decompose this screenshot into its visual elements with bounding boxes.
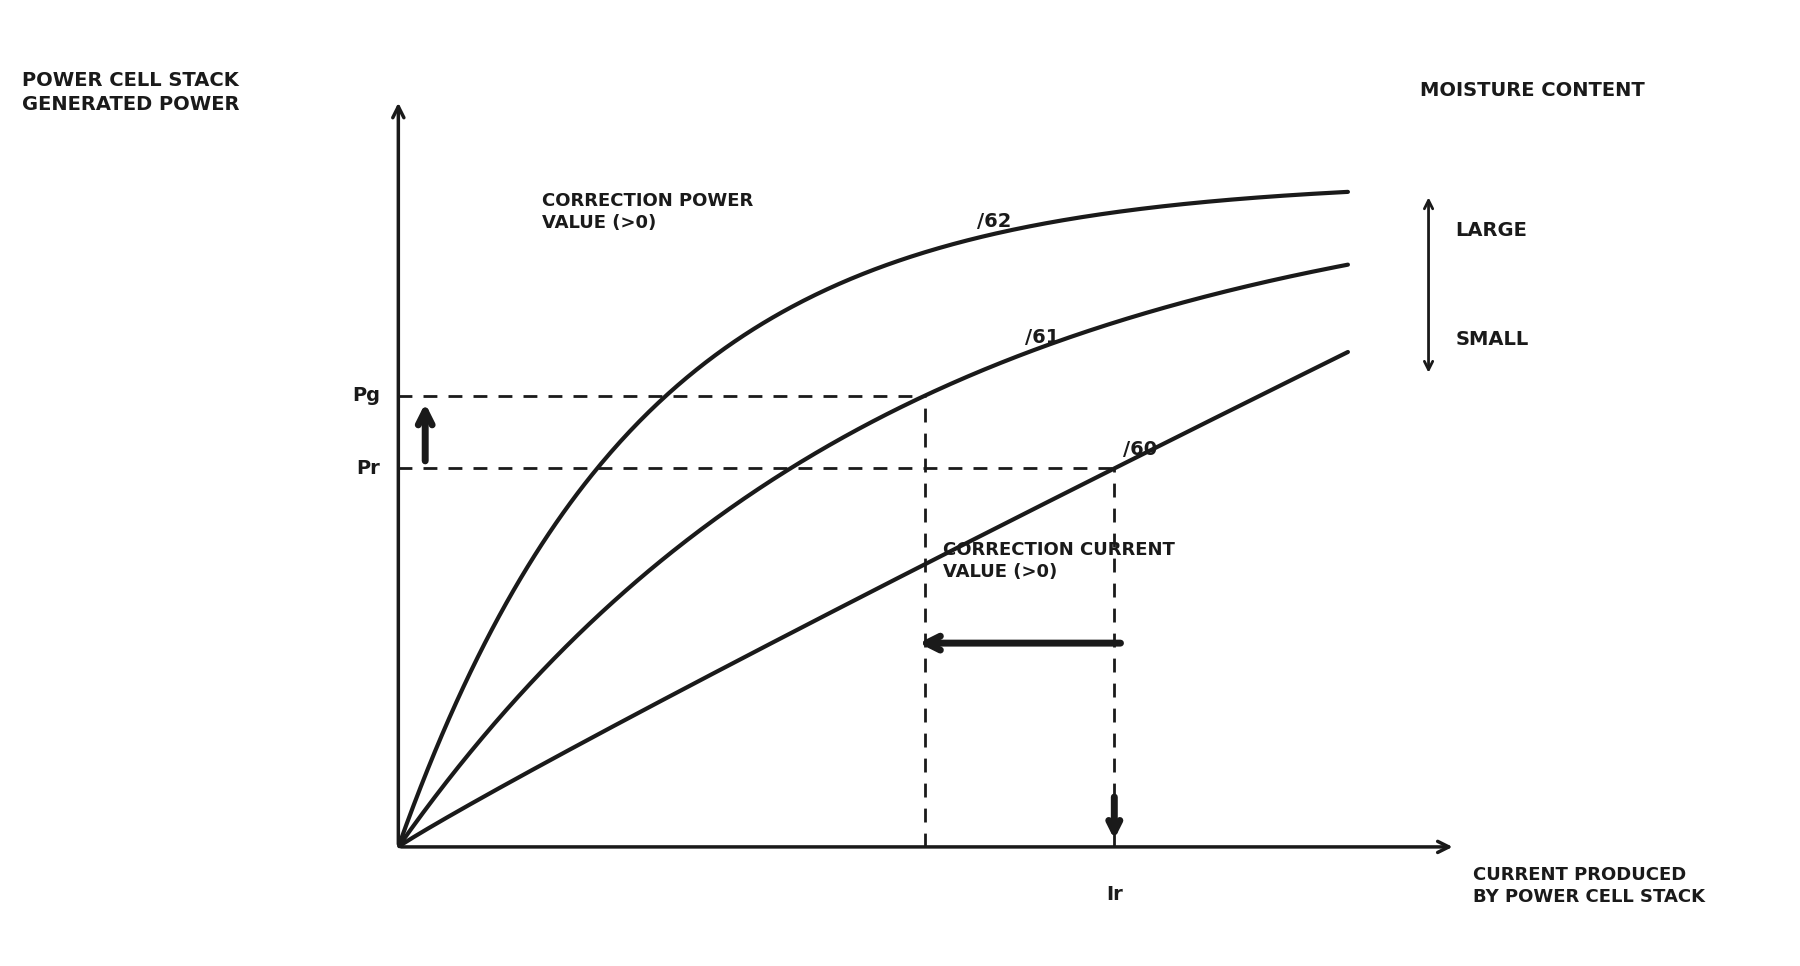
Text: CORRECTION POWER
VALUE (>0): CORRECTION POWER VALUE (>0) <box>542 192 752 232</box>
Text: /62: /62 <box>977 212 1012 231</box>
Text: MOISTURE CONTENT: MOISTURE CONTENT <box>1420 81 1645 99</box>
Text: Ir: Ir <box>1105 885 1123 904</box>
Text: LARGE: LARGE <box>1456 221 1526 240</box>
Text: CORRECTION CURRENT
VALUE (>0): CORRECTION CURRENT VALUE (>0) <box>943 541 1175 582</box>
Text: CURRENT PRODUCED
BY POWER CELL STACK: CURRENT PRODUCED BY POWER CELL STACK <box>1474 867 1705 906</box>
Text: /60: /60 <box>1123 440 1157 459</box>
Text: POWER CELL STACK
GENERATED POWER: POWER CELL STACK GENERATED POWER <box>22 71 239 114</box>
Text: SMALL: SMALL <box>1456 330 1528 350</box>
Text: /61: /61 <box>1024 328 1058 348</box>
Text: Pr: Pr <box>356 459 380 478</box>
Text: Pg: Pg <box>353 386 380 405</box>
